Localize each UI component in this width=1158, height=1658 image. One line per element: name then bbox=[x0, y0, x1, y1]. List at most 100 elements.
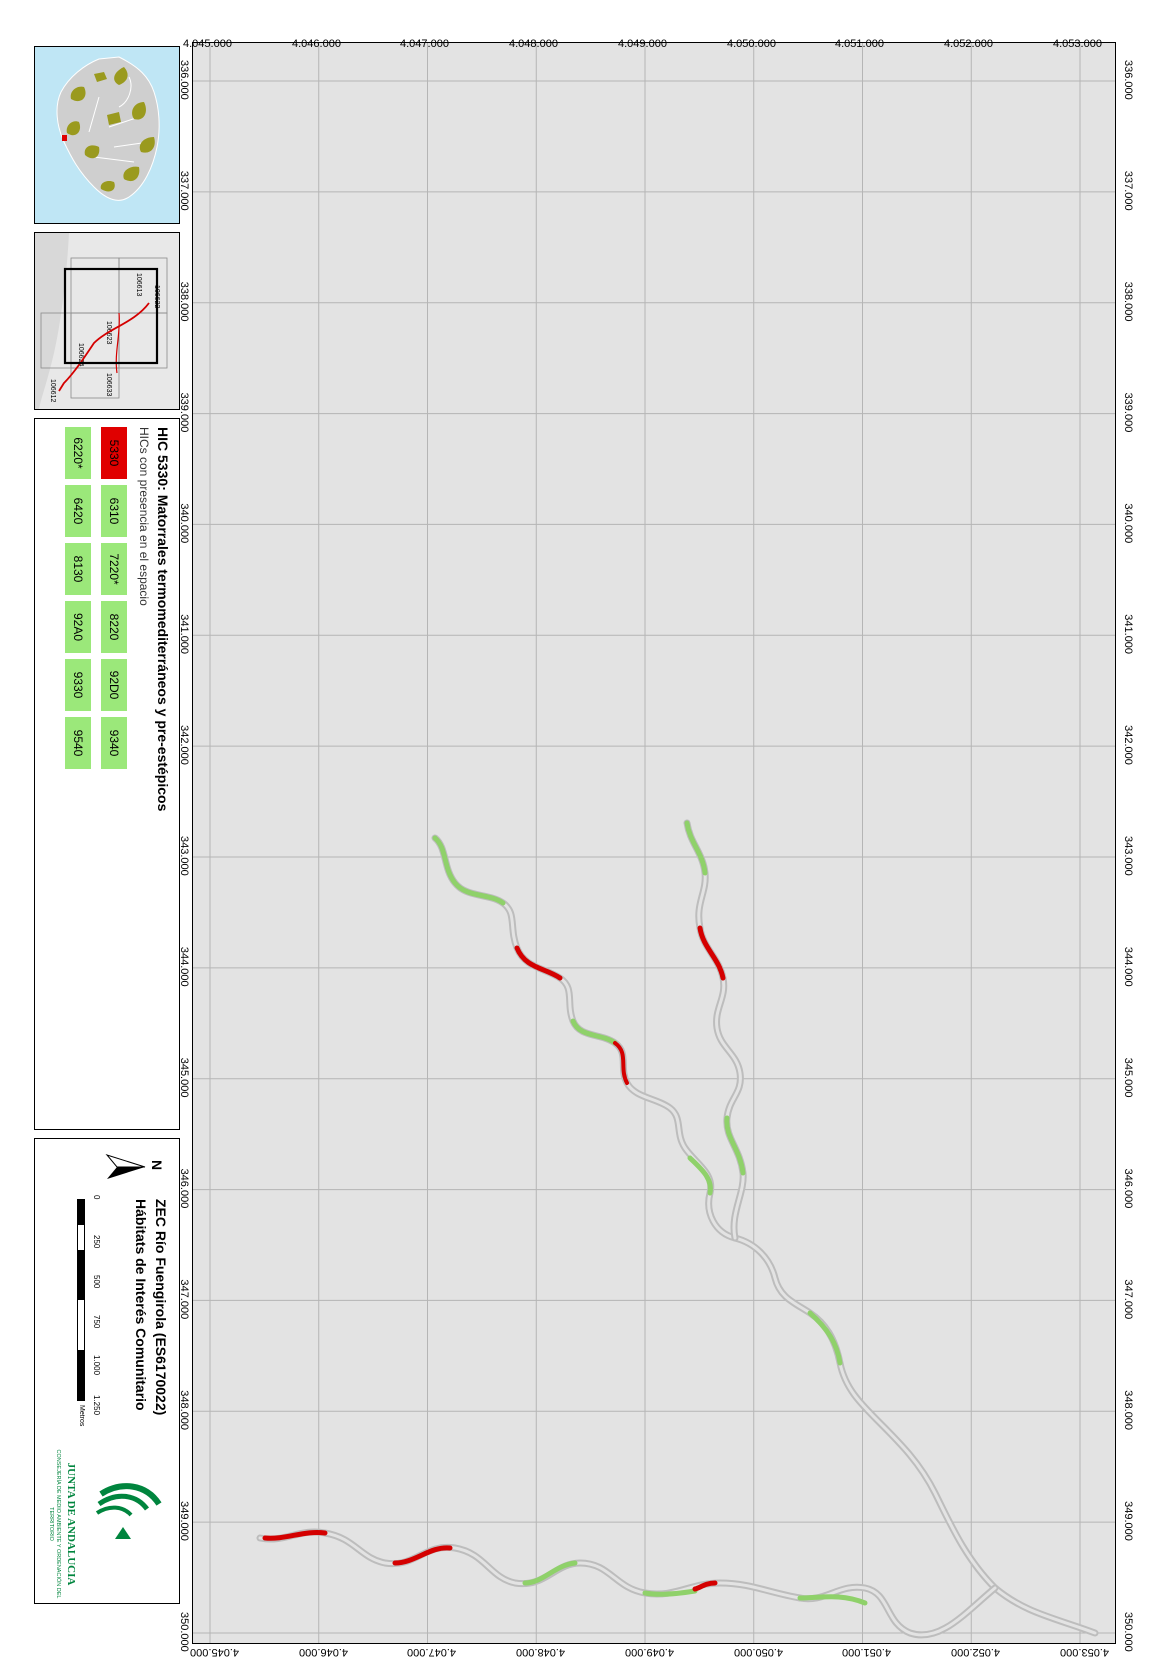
y-tick-label: 4.045.000 bbox=[183, 38, 232, 50]
habitat-code-9330: 9330 bbox=[65, 659, 91, 711]
x-tick-label: 336.000 bbox=[1122, 60, 1134, 100]
protected-areas bbox=[66, 67, 155, 192]
scale-label: 250 bbox=[92, 1235, 101, 1249]
north-arrow: N bbox=[105, 1147, 165, 1187]
map-canvas bbox=[193, 43, 1115, 1643]
scale-label: 750 bbox=[92, 1315, 101, 1329]
river-main-channel-inner bbox=[433, 836, 1097, 1635]
index-map-canvas: 106613 106622 106623 106624 106633 10661… bbox=[35, 233, 179, 409]
habitat-code-6220-star: 6220* bbox=[65, 427, 91, 479]
sheet-grid bbox=[40, 257, 168, 399]
habitat-segment-green bbox=[807, 1310, 843, 1366]
habitat-code-8130: 8130 bbox=[65, 543, 91, 595]
site-title: ZEC Río Fuengirola (ES6170022) bbox=[153, 1199, 169, 1416]
y-tick-label: 4.045.000 bbox=[190, 1646, 239, 1658]
habitat-code-9340: 9340 bbox=[101, 717, 127, 769]
x-tick-label: 339.000 bbox=[1122, 392, 1134, 433]
y-tick-label: 4.047.000 bbox=[400, 38, 450, 50]
habitat-code-6310: 6310 bbox=[101, 485, 127, 537]
habitat-code-7220-star: 7220* bbox=[101, 543, 127, 595]
x-tick-label: 344.000 bbox=[1122, 946, 1134, 987]
y-tick-label: 4.051.000 bbox=[835, 38, 885, 50]
habitat-segment-green bbox=[687, 1155, 713, 1196]
x-tick-label: 348.000 bbox=[1122, 1390, 1134, 1431]
scale-bar: 0 250 500 750 1.000 1.250 Metros bbox=[61, 1195, 101, 1429]
habitat-segment-red bbox=[262, 1529, 328, 1541]
sheet-index-map[interactable]: 106613 106622 106623 106624 106633 10661… bbox=[34, 232, 180, 410]
y-tick-label: 4.050.000 bbox=[726, 38, 776, 50]
legend-title: HIC 5330: Matorrales termomediterráneos … bbox=[155, 427, 171, 812]
river-mouth-loop-inner bbox=[798, 1585, 997, 1637]
x-tick-label: 341.000 bbox=[1122, 614, 1134, 655]
y-tick-label: 4.053.000 bbox=[1060, 1646, 1109, 1658]
x-tick-label: 349.000 bbox=[1122, 1501, 1134, 1541]
title-panel: ZEC Río Fuengirola (ES6170022) Hábitats … bbox=[34, 1138, 180, 1604]
x-tick-label: 346.000 bbox=[1122, 1168, 1134, 1209]
y-tick-label: 4.053.000 bbox=[1053, 38, 1102, 50]
overview-map-canvas bbox=[35, 47, 179, 223]
habitat-code-92a0: 92A0 bbox=[65, 601, 91, 653]
legend-panel: HIC 5330: Matorrales termomediterráneos … bbox=[34, 418, 180, 1130]
y-tick-label: 4.046.000 bbox=[298, 1646, 348, 1658]
y-tick-label: 4.048.000 bbox=[516, 1646, 566, 1658]
habitat-segment-green bbox=[684, 820, 708, 876]
logo-emblem bbox=[95, 1483, 162, 1539]
site-location-marker bbox=[62, 135, 67, 141]
sheet-label: 106612 bbox=[49, 379, 56, 402]
scale-label: 1.000 bbox=[92, 1355, 101, 1376]
sheet-label: 106633 bbox=[105, 373, 112, 396]
habitat-segment-green bbox=[432, 835, 506, 906]
river-overview-line bbox=[58, 302, 150, 392]
x-tick-label: 342.000 bbox=[1122, 725, 1134, 765]
logo-name: JUNTA DE ANDALUCIA bbox=[65, 1462, 77, 1586]
habitat-codes-row-1: 5330 6310 7220* 8220 92D0 9340 bbox=[93, 427, 127, 775]
y-tick-label: 4.050.000 bbox=[733, 1646, 783, 1658]
river-network bbox=[256, 819, 1099, 1639]
scale-bar-graphic bbox=[77, 1199, 85, 1401]
x-tick-label: 350.000 bbox=[1122, 1612, 1134, 1652]
x-tick-label: 343.000 bbox=[1122, 836, 1134, 876]
scale-label: 1.250 bbox=[92, 1395, 101, 1416]
north-label: N bbox=[149, 1160, 165, 1171]
river-southern-course bbox=[256, 1528, 804, 1602]
north-arrow-icon bbox=[105, 1154, 146, 1179]
y-tick-label: 4.052.000 bbox=[944, 38, 994, 50]
site-subtitle: Hábitats de Interés Comunitario bbox=[133, 1199, 149, 1411]
sheet-label: 106613 bbox=[135, 273, 142, 296]
habitat-segment-red bbox=[697, 925, 726, 981]
y-tick-label: 4.049.000 bbox=[625, 1646, 674, 1658]
habitat-segment-green bbox=[724, 1115, 746, 1176]
y-tick-label: 4.048.000 bbox=[509, 38, 559, 50]
habitat-code-8220: 8220 bbox=[101, 601, 127, 653]
legend-subtitle: HICs con presencia en el espacio bbox=[137, 427, 151, 606]
y-tick-label: 4.047.000 bbox=[407, 1646, 457, 1658]
habitat-code-6420: 6420 bbox=[65, 485, 91, 537]
x-tick-label: 345.000 bbox=[1122, 1057, 1134, 1098]
x-tick-label: 340.000 bbox=[1122, 503, 1134, 544]
y-tick-label: 4.049.000 bbox=[618, 38, 667, 50]
y-tick-label: 4.051.000 bbox=[842, 1646, 892, 1658]
y-tick-label: 4.046.000 bbox=[291, 38, 341, 50]
habitat-codes-row-2: 6220* 6420 8130 92A0 9330 9540 bbox=[57, 427, 91, 775]
main-map-frame[interactable] bbox=[192, 42, 1116, 1644]
logo-department: CONSEJERÍA DE MEDIO AMBIENTE Y ORDENACIÓ… bbox=[48, 1449, 61, 1599]
habitat-segment-green bbox=[797, 1594, 868, 1606]
habitat-code-9540: 9540 bbox=[65, 717, 91, 769]
y-tick-label: 4.052.000 bbox=[951, 1646, 1001, 1658]
andalucia-overview-map[interactable] bbox=[34, 46, 180, 224]
river-southern-course-inner bbox=[258, 1530, 802, 1600]
scale-label: 0 bbox=[92, 1195, 101, 1200]
coordinate-grid bbox=[193, 43, 1115, 1643]
habitat-code-92d0: 92D0 bbox=[101, 659, 127, 711]
river-western-branch bbox=[683, 819, 747, 1242]
habitat-segment-green bbox=[642, 1588, 698, 1597]
habitat-segment-red bbox=[392, 1545, 453, 1566]
habitat-segment-red bbox=[613, 1041, 629, 1085]
x-tick-label: 350.000 bbox=[178, 1612, 190, 1652]
habitat-segment-red bbox=[692, 1580, 718, 1592]
scale-labels: 0 250 500 750 1.000 1.250 Metros bbox=[78, 1195, 101, 1429]
habitat-segment-red bbox=[514, 945, 563, 981]
current-extent-box bbox=[63, 267, 159, 365]
